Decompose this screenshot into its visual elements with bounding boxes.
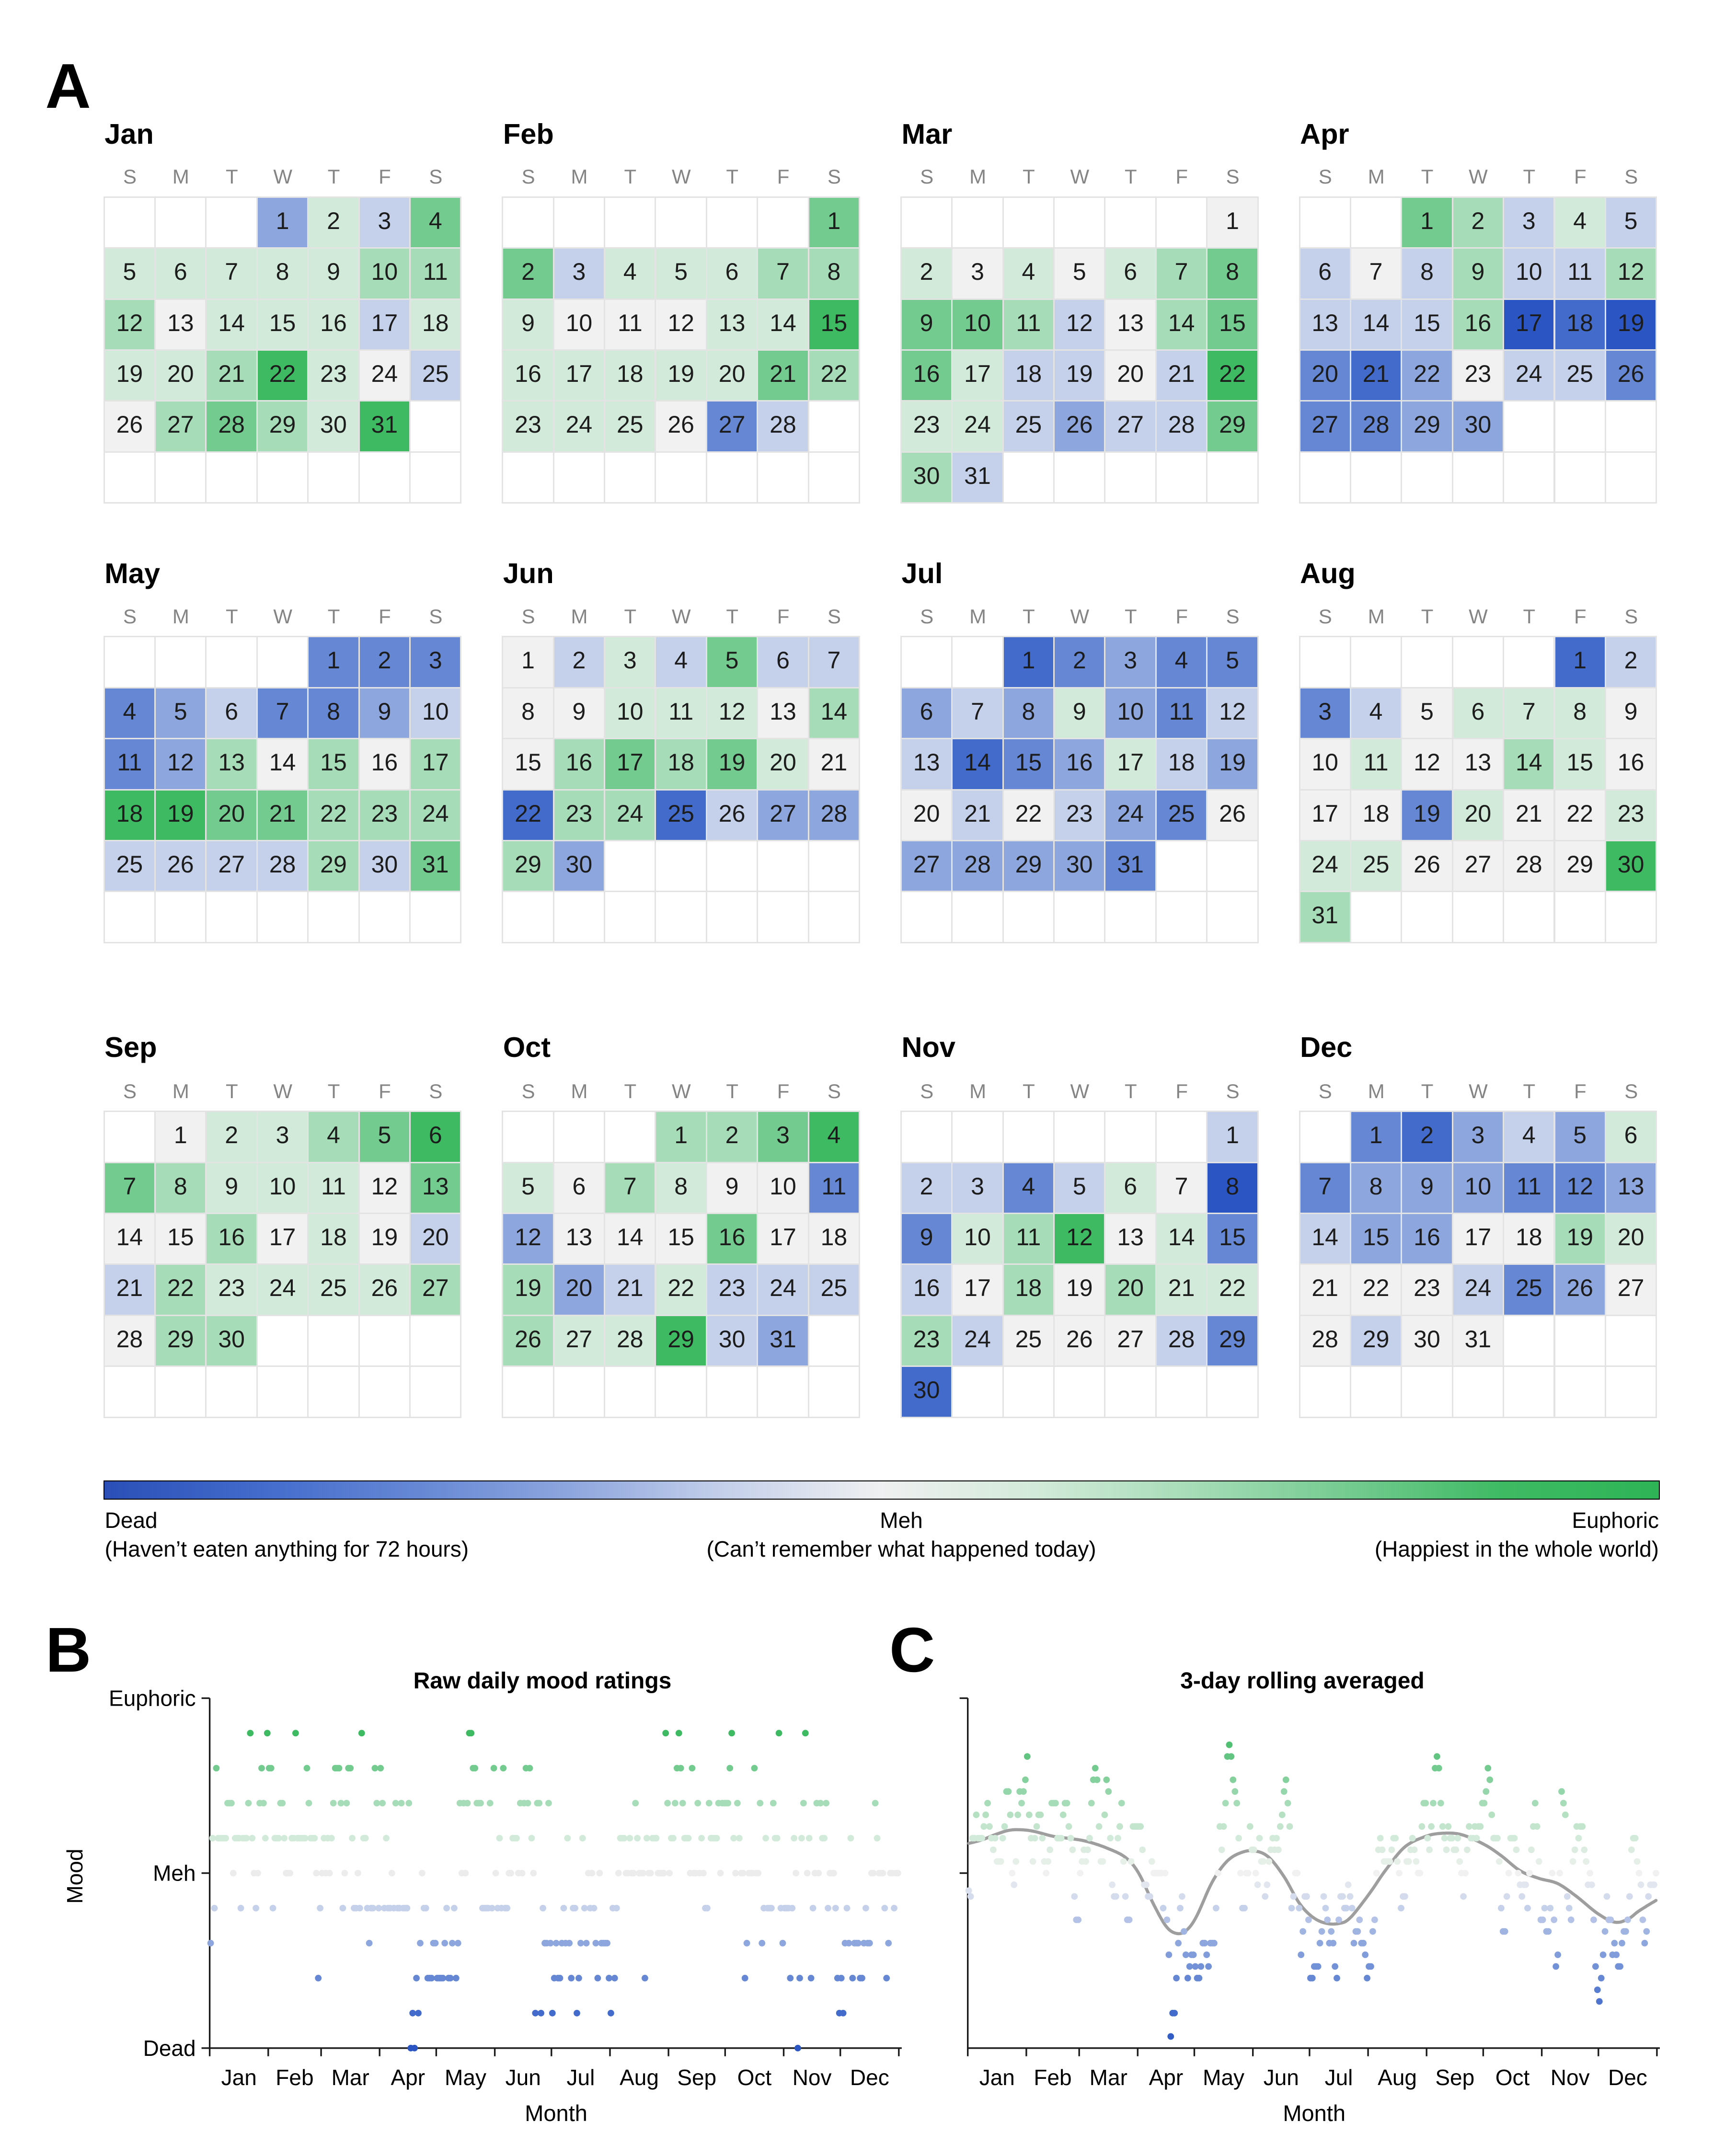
svg-text:Aug: Aug (1378, 2065, 1417, 2090)
svg-text:Nov: Nov (1551, 2065, 1590, 2090)
svg-text:Euphoric: Euphoric (109, 1686, 196, 1710)
svg-text:Dec: Dec (850, 2065, 889, 2090)
svg-text:Mar: Mar (1090, 2065, 1127, 2090)
svg-text:Sep: Sep (1435, 2065, 1474, 2090)
svg-text:Month: Month (525, 2100, 587, 2126)
svg-text:Dead: Dead (143, 2036, 196, 2061)
svg-text:Jul: Jul (1325, 2065, 1353, 2090)
svg-text:Oct: Oct (1495, 2065, 1530, 2090)
svg-text:Mood: Mood (62, 1848, 87, 1904)
svg-text:Sep: Sep (677, 2065, 716, 2090)
svg-text:Feb: Feb (276, 2065, 313, 2090)
svg-text:Jul: Jul (566, 2065, 595, 2090)
svg-text:Raw daily mood ratings: Raw daily mood ratings (414, 1668, 672, 1694)
svg-text:3-day rolling averaged: 3-day rolling averaged (1180, 1668, 1425, 1694)
svg-text:Jan: Jan (979, 2065, 1015, 2090)
svg-text:May: May (1203, 2065, 1244, 2090)
svg-text:Mar: Mar (332, 2065, 369, 2090)
svg-text:Oct: Oct (737, 2065, 772, 2090)
svg-text:Jun: Jun (1264, 2065, 1299, 2090)
svg-text:Aug: Aug (620, 2065, 659, 2090)
svg-text:Meh: Meh (153, 1861, 196, 1886)
svg-text:Apr: Apr (391, 2065, 426, 2090)
svg-text:Feb: Feb (1034, 2065, 1071, 2090)
svg-text:Jan: Jan (221, 2065, 257, 2090)
svg-text:Month: Month (1283, 2100, 1346, 2126)
svg-text:Dec: Dec (1608, 2065, 1647, 2090)
svg-text:Apr: Apr (1149, 2065, 1184, 2090)
svg-text:May: May (445, 2065, 486, 2090)
svg-text:Jun: Jun (506, 2065, 541, 2090)
svg-text:Nov: Nov (793, 2065, 832, 2090)
